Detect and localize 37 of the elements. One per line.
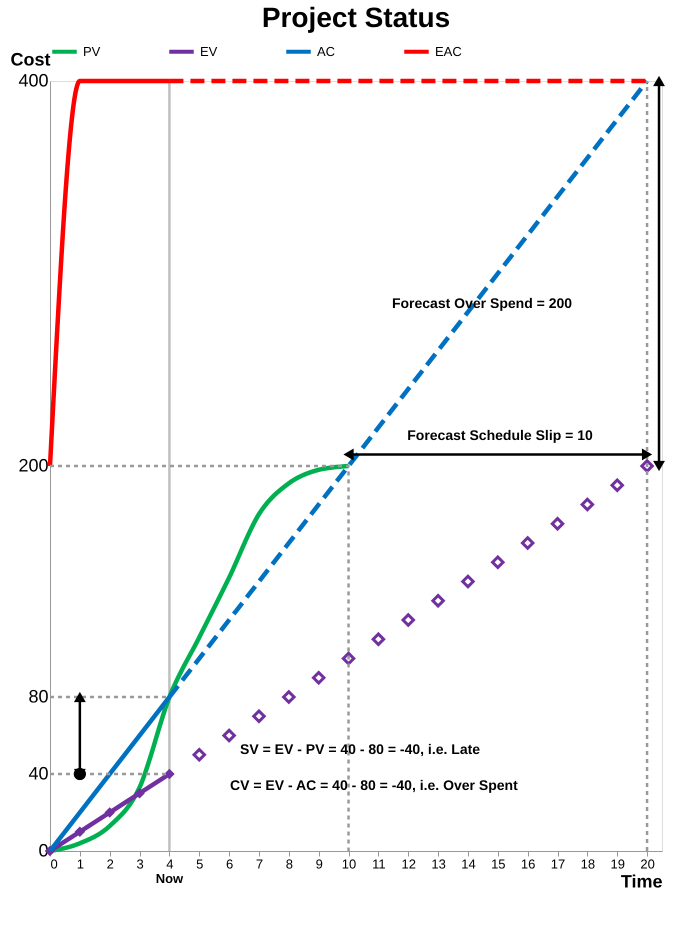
y-tick-label: 80	[28, 686, 48, 706]
y-tick-label: 40	[28, 764, 48, 784]
ref-line-label: Now	[156, 871, 184, 886]
x-tick-label: 1	[76, 856, 84, 872]
x-tick-label: 2	[106, 856, 114, 872]
annotation: SV = EV - PV = 40 - 80 = -40, i.e. Late	[240, 741, 480, 757]
x-tick-label: 17	[550, 856, 566, 872]
x-tick-label: 0	[50, 856, 58, 872]
x-tick-label: 16	[520, 856, 536, 872]
x-tick-label: 3	[136, 856, 144, 872]
y-tick-label: 200	[18, 456, 48, 476]
annotation: CV = EV - AC = 40 - 80 = -40, i.e. Over Spent	[230, 777, 518, 793]
legend-label: EAC	[435, 44, 462, 59]
x-tick-label: 6	[226, 856, 234, 872]
x-tick-label: 20	[640, 856, 655, 872]
x-tick-label: 15	[491, 856, 506, 872]
x-tick-label: 12	[402, 856, 416, 872]
x-axis-title: Time	[620, 872, 662, 892]
annotation: Forecast Over Spend = 200	[392, 295, 572, 311]
legend-label: PV	[83, 44, 101, 59]
annotation: Forecast Schedule Slip = 10	[407, 427, 593, 443]
y-tick-label: 400	[18, 70, 48, 90]
chart-title: Project Status	[262, 2, 450, 33]
x-tick-label: 4	[166, 856, 174, 872]
x-tick-label: 19	[610, 856, 625, 872]
legend-label: AC	[317, 44, 336, 59]
x-tick-label: 5	[196, 856, 204, 872]
x-tick-label: 7	[256, 856, 264, 872]
x-tick-label: 10	[342, 856, 356, 872]
x-tick-label: 18	[580, 856, 596, 872]
x-tick-label: 8	[286, 856, 293, 872]
x-tick-label: 9	[316, 856, 323, 872]
x-tick-label: 13	[431, 856, 446, 872]
x-tick-label: 14	[461, 856, 476, 872]
legend-label: EV	[200, 44, 218, 59]
y-axis-title: Cost	[10, 50, 51, 70]
x-tick-label: 11	[372, 856, 386, 872]
